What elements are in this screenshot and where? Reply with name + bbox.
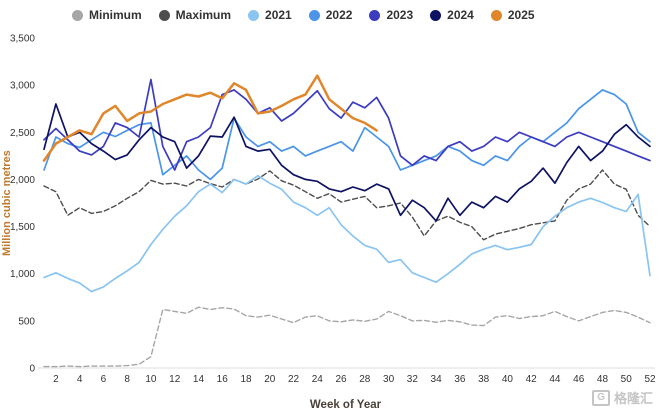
x-tick-label: 14 <box>193 374 205 385</box>
legend-label-2025: 2025 <box>507 8 535 22</box>
x-tick-label: 32 <box>407 374 419 385</box>
x-tick-label: 20 <box>264 374 276 385</box>
series-line-minimum[interactable] <box>43 306 651 368</box>
legend-label-minimum: Minimum <box>89 8 142 22</box>
x-tick-label: 40 <box>502 374 514 385</box>
x-tick-label: 46 <box>573 374 585 385</box>
legend-label-2024: 2024 <box>447 8 474 22</box>
x-tick-label: 10 <box>145 374 157 385</box>
y-axis-title: Million cubic metres <box>1 150 13 256</box>
x-tick-label: 4 <box>77 374 83 385</box>
legend-item-minimum[interactable]: Minimum <box>72 8 142 22</box>
x-tick-label: 2 <box>53 374 59 385</box>
x-tick-label: 52 <box>644 374 656 385</box>
series-line-2023[interactable] <box>43 78 651 171</box>
x-tick-label: 48 <box>597 374 609 385</box>
x-tick-label: 6 <box>101 374 107 385</box>
x-axis-title: Week of Year <box>309 399 382 411</box>
chart-legend: Minimum Maximum 2021 2022 2023 2024 2025 <box>72 8 535 22</box>
legend-swatch-2025 <box>490 9 502 21</box>
y-tick-label: 500 <box>18 316 35 327</box>
watermark: G 格隆汇 <box>592 388 653 407</box>
x-tick-label: 30 <box>383 374 395 385</box>
x-tick-label: 44 <box>549 374 561 385</box>
legend-swatch-2024 <box>430 9 442 21</box>
x-tick-label: 28 <box>359 374 371 385</box>
x-tick-label: 26 <box>335 374 347 385</box>
y-tick-label: 2,000 <box>10 175 35 186</box>
legend-swatch-2022 <box>308 9 320 21</box>
y-tick-label: 0 <box>29 364 35 375</box>
legend-swatch-minimum <box>72 9 83 21</box>
series-line-2021[interactable] <box>43 174 651 293</box>
legend-item-2024[interactable]: 2024 <box>430 8 474 22</box>
legend-label-maximum: Maximum <box>175 8 232 22</box>
x-tick-label: 24 <box>312 374 324 385</box>
series-line-maximum[interactable] <box>43 169 651 241</box>
x-tick-label: 16 <box>217 374 229 385</box>
x-tick-label: 12 <box>169 374 181 385</box>
y-tick-label: 1,500 <box>10 222 35 233</box>
y-tick-label: 3,000 <box>10 81 35 92</box>
legend-label-2021: 2021 <box>265 8 292 22</box>
series-line-2025[interactable] <box>42 74 378 162</box>
legend-item-2025[interactable]: 2025 <box>490 8 535 22</box>
x-tick-label: 50 <box>621 374 633 385</box>
watermark-text: 格隆汇 <box>613 391 653 406</box>
x-tick-label: 34 <box>431 374 443 385</box>
legend-item-maximum[interactable]: Maximum <box>158 8 232 22</box>
legend-swatch-maximum <box>158 9 170 21</box>
legend-item-2022[interactable]: 2022 <box>308 8 353 22</box>
legend-swatch-2023 <box>369 9 381 21</box>
x-tick-label: 42 <box>526 374 538 385</box>
legend-swatch-2021 <box>248 9 260 21</box>
legend-item-2023[interactable]: 2023 <box>369 8 413 22</box>
legend-label-2023: 2023 <box>386 8 414 22</box>
y-tick-label: 1,000 <box>10 269 35 280</box>
y-tick-label: 2,500 <box>10 128 35 139</box>
x-tick-label: 38 <box>478 374 490 385</box>
x-tick-label: 36 <box>454 374 466 385</box>
x-tick-label: 8 <box>124 374 130 385</box>
legend-label-2022: 2022 <box>325 8 353 22</box>
x-tick-label: 18 <box>240 374 252 385</box>
watermark-logo-icon: G <box>592 389 610 406</box>
x-tick-label: 22 <box>288 374 300 385</box>
series-line-2024[interactable] <box>43 103 651 222</box>
y-tick-label: 3,500 <box>10 34 35 45</box>
series-line-2022[interactable] <box>43 89 651 181</box>
legend-item-2021[interactable]: 2021 <box>248 8 292 22</box>
